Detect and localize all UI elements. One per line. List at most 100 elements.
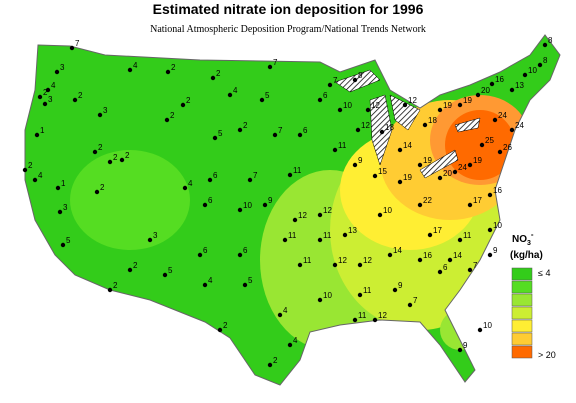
station-dot [182, 185, 188, 191]
station-value: 11 [288, 231, 297, 240]
station-value: 4 [208, 276, 213, 285]
station-dot [197, 252, 203, 258]
station-dot [457, 347, 463, 353]
station-value: 20 [481, 86, 490, 95]
station-value: 8 [543, 56, 548, 65]
station-dot [487, 192, 493, 198]
station-dot [92, 149, 98, 155]
station-dot [387, 252, 393, 258]
station-dot [372, 317, 378, 323]
station-dot [127, 267, 133, 273]
station-dot [352, 162, 358, 168]
station-value: 17 [473, 196, 482, 205]
station-dot [477, 327, 483, 333]
station-value: 3 [63, 203, 68, 212]
station-dot [447, 257, 453, 263]
station-dot [247, 177, 253, 183]
station-dot [317, 297, 323, 303]
legend-symbol: NO3- [512, 230, 534, 247]
station-dot [297, 132, 303, 138]
station-value: 19 [403, 173, 412, 182]
station-dot [357, 292, 363, 298]
station-dot [489, 81, 495, 87]
station-value: 11 [303, 256, 312, 265]
station-value: 18 [428, 116, 437, 125]
station-value: 2 [186, 96, 191, 105]
station-value: 10 [243, 201, 252, 210]
station-value: 12 [361, 121, 370, 130]
station-value: 6 [243, 246, 248, 255]
station-value: 11 [323, 231, 332, 240]
station-value: 2 [43, 88, 48, 97]
station-dot [227, 92, 233, 98]
station-value: 16 [495, 75, 504, 84]
station-value: 2 [223, 321, 228, 330]
station-value: 20 [443, 169, 452, 178]
station-value: 5 [248, 276, 253, 285]
legend-high-label: > 20 [538, 350, 556, 360]
station-dot [402, 102, 408, 108]
station-value: 6 [323, 91, 328, 100]
station-dot [217, 327, 223, 333]
map-subtitle: National Atmospheric Deposition Program/… [150, 24, 426, 35]
station-value: 24 [458, 163, 467, 172]
station-value: 7 [75, 39, 80, 48]
station-dot [272, 132, 278, 138]
station-value: 10 [483, 321, 492, 330]
station-dot [522, 72, 528, 78]
station-dot [397, 147, 403, 153]
station-dot [60, 242, 66, 248]
station-value: 7 [413, 296, 418, 305]
station-value: 2 [113, 281, 118, 290]
station-dot [287, 342, 293, 348]
station-dot [317, 97, 323, 103]
station-value: 12 [371, 101, 380, 110]
station-value: 5 [265, 91, 270, 100]
station-value: 4 [38, 171, 43, 180]
station-value: 12 [378, 311, 387, 320]
station-value: 2 [98, 143, 103, 152]
station-dot [452, 169, 458, 175]
station-dot [487, 227, 493, 233]
station-dot [417, 257, 423, 263]
station-dot [237, 207, 243, 213]
station-dot [342, 232, 348, 238]
station-value: 11 [358, 311, 367, 320]
map-title: Estimated nitrate ion deposition for 199… [153, 1, 424, 17]
station-dot [437, 107, 443, 113]
station-value: 12 [338, 256, 347, 265]
station-value: 11 [293, 166, 302, 175]
station-dot [467, 202, 473, 208]
station-dot [487, 252, 493, 258]
station-dot [164, 117, 170, 123]
legend-swatch [511, 319, 533, 333]
station-dot [72, 97, 78, 103]
station-dot [417, 162, 423, 168]
station-value: 2 [273, 356, 278, 365]
station-dot [297, 262, 303, 268]
station-dot [37, 94, 43, 100]
station-value: 8 [358, 71, 363, 80]
station-value: 12 [298, 211, 307, 220]
station-value: 14 [403, 141, 412, 150]
station-value: 9 [463, 341, 468, 350]
station-value: 10 [323, 291, 332, 300]
station-value: 17 [433, 226, 442, 235]
station-value: 2 [28, 161, 33, 170]
station-value: 11 [363, 286, 372, 295]
station-dot [34, 132, 40, 138]
station-value: 10 [493, 221, 502, 230]
station-value: 5 [66, 236, 71, 245]
station-dot [509, 127, 515, 133]
station-value: 6 [303, 126, 308, 135]
station-dot [210, 75, 216, 81]
deposition-surface [25, 35, 560, 385]
legend-swatch [511, 306, 533, 320]
station-dot [107, 287, 113, 293]
station-value: 11 [338, 141, 347, 150]
legend-swatch [511, 267, 533, 281]
station-value: 22 [423, 196, 432, 205]
station-value: 4 [233, 86, 238, 95]
station-value: 2 [170, 111, 175, 120]
station-dot [242, 282, 248, 288]
